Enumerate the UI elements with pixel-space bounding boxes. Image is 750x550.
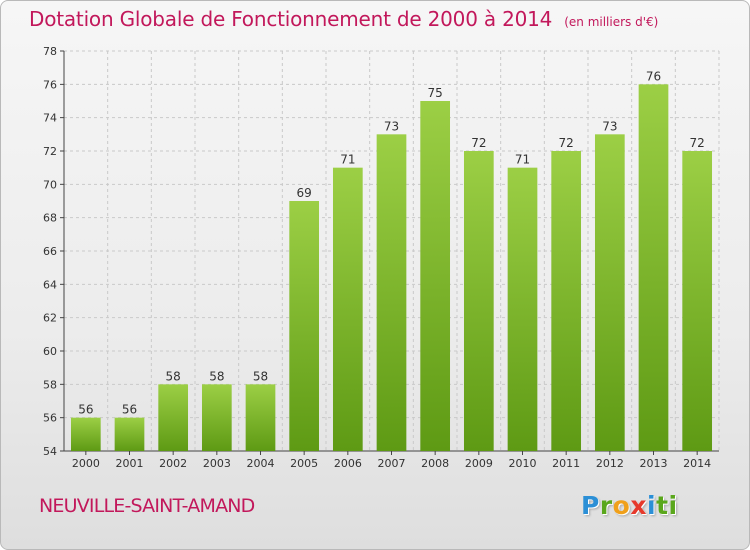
bar-value-label: 72 <box>471 136 486 150</box>
labels: 56 2000 56 2001 58 2002 58 2003 58 2004 69 2005 71 20… <box>72 69 711 470</box>
x-tick-label: 2001 <box>116 457 144 470</box>
chart-title: Dotation Globale de Fonctionnement de 20… <box>29 7 658 31</box>
y-tick-label: 68 <box>43 212 57 225</box>
bar-value-label: 56 <box>122 403 137 417</box>
x-tick-label: 2014 <box>683 457 711 470</box>
bar <box>158 384 189 451</box>
x-tick-label: 2008 <box>421 457 449 470</box>
bar-value-label: 58 <box>253 369 268 383</box>
logo-letter: ti <box>656 491 678 520</box>
logo-letter: P <box>581 491 600 520</box>
bar <box>376 134 407 452</box>
bar-value-label: 73 <box>384 119 399 133</box>
x-tick-label: 2011 <box>552 457 580 470</box>
logo-letter: r <box>599 491 613 520</box>
y-tick-label: 70 <box>43 178 57 191</box>
bar-value-label: 76 <box>646 69 661 83</box>
y-tick-label: 78 <box>43 45 57 58</box>
bar <box>332 167 363 451</box>
bar-value-label: 58 <box>209 369 224 383</box>
bar <box>551 151 582 451</box>
y-tick-label: 58 <box>43 378 57 391</box>
y-tick-label: 72 <box>43 145 57 158</box>
x-tick-label: 2009 <box>465 457 493 470</box>
bar <box>463 151 494 451</box>
bar-value-label: 71 <box>515 153 530 167</box>
bar-value-label: 75 <box>428 86 443 100</box>
x-tick-label: 2005 <box>290 457 318 470</box>
bar-value-label: 58 <box>166 369 181 383</box>
y-tick-label: 62 <box>43 312 57 325</box>
bar <box>594 134 625 452</box>
bar <box>289 201 320 451</box>
bar <box>682 151 713 451</box>
x-tick-label: 2010 <box>509 457 537 470</box>
x-tick-label: 2012 <box>596 457 624 470</box>
bar-value-label: 72 <box>559 136 574 150</box>
x-tick-label: 2000 <box>72 457 100 470</box>
y-tick-label: 56 <box>43 412 57 425</box>
y-tick-label: 64 <box>43 278 57 291</box>
bars <box>70 84 713 452</box>
proxiti-logo: Proxiti <box>581 491 678 520</box>
logo-letter: i <box>647 491 657 520</box>
y-tick-label: 60 <box>43 345 57 358</box>
bar <box>201 384 232 451</box>
y-tick-label: 54 <box>43 445 57 458</box>
x-tick-label: 2003 <box>203 457 231 470</box>
bar <box>420 101 451 451</box>
logo-letter: x <box>630 491 647 520</box>
chart-subtitle: (en milliers d'€) <box>564 15 659 29</box>
x-tick-label: 2004 <box>247 457 275 470</box>
bar <box>245 384 276 451</box>
logo-letter: o <box>612 491 631 520</box>
bar-value-label: 71 <box>340 153 355 167</box>
bar-value-label: 56 <box>78 403 93 417</box>
bar <box>638 84 669 451</box>
y-tick-label: 76 <box>43 78 57 91</box>
bar <box>70 417 101 451</box>
chart-title-text: Dotation Globale de Fonctionnement de 20… <box>29 7 553 31</box>
x-tick-label: 2013 <box>640 457 668 470</box>
bar <box>114 417 145 451</box>
bar <box>507 167 538 451</box>
y-tick-label: 74 <box>43 112 57 125</box>
bar-value-label: 72 <box>690 136 705 150</box>
bar-value-label: 73 <box>602 119 617 133</box>
x-tick-label: 2002 <box>159 457 187 470</box>
place-name: NEUVILLE-SAINT-AMAND <box>39 495 255 517</box>
bar-value-label: 69 <box>297 186 312 200</box>
x-tick-label: 2007 <box>378 457 406 470</box>
x-tick-label: 2006 <box>334 457 362 470</box>
y-tick-label: 66 <box>43 245 57 258</box>
